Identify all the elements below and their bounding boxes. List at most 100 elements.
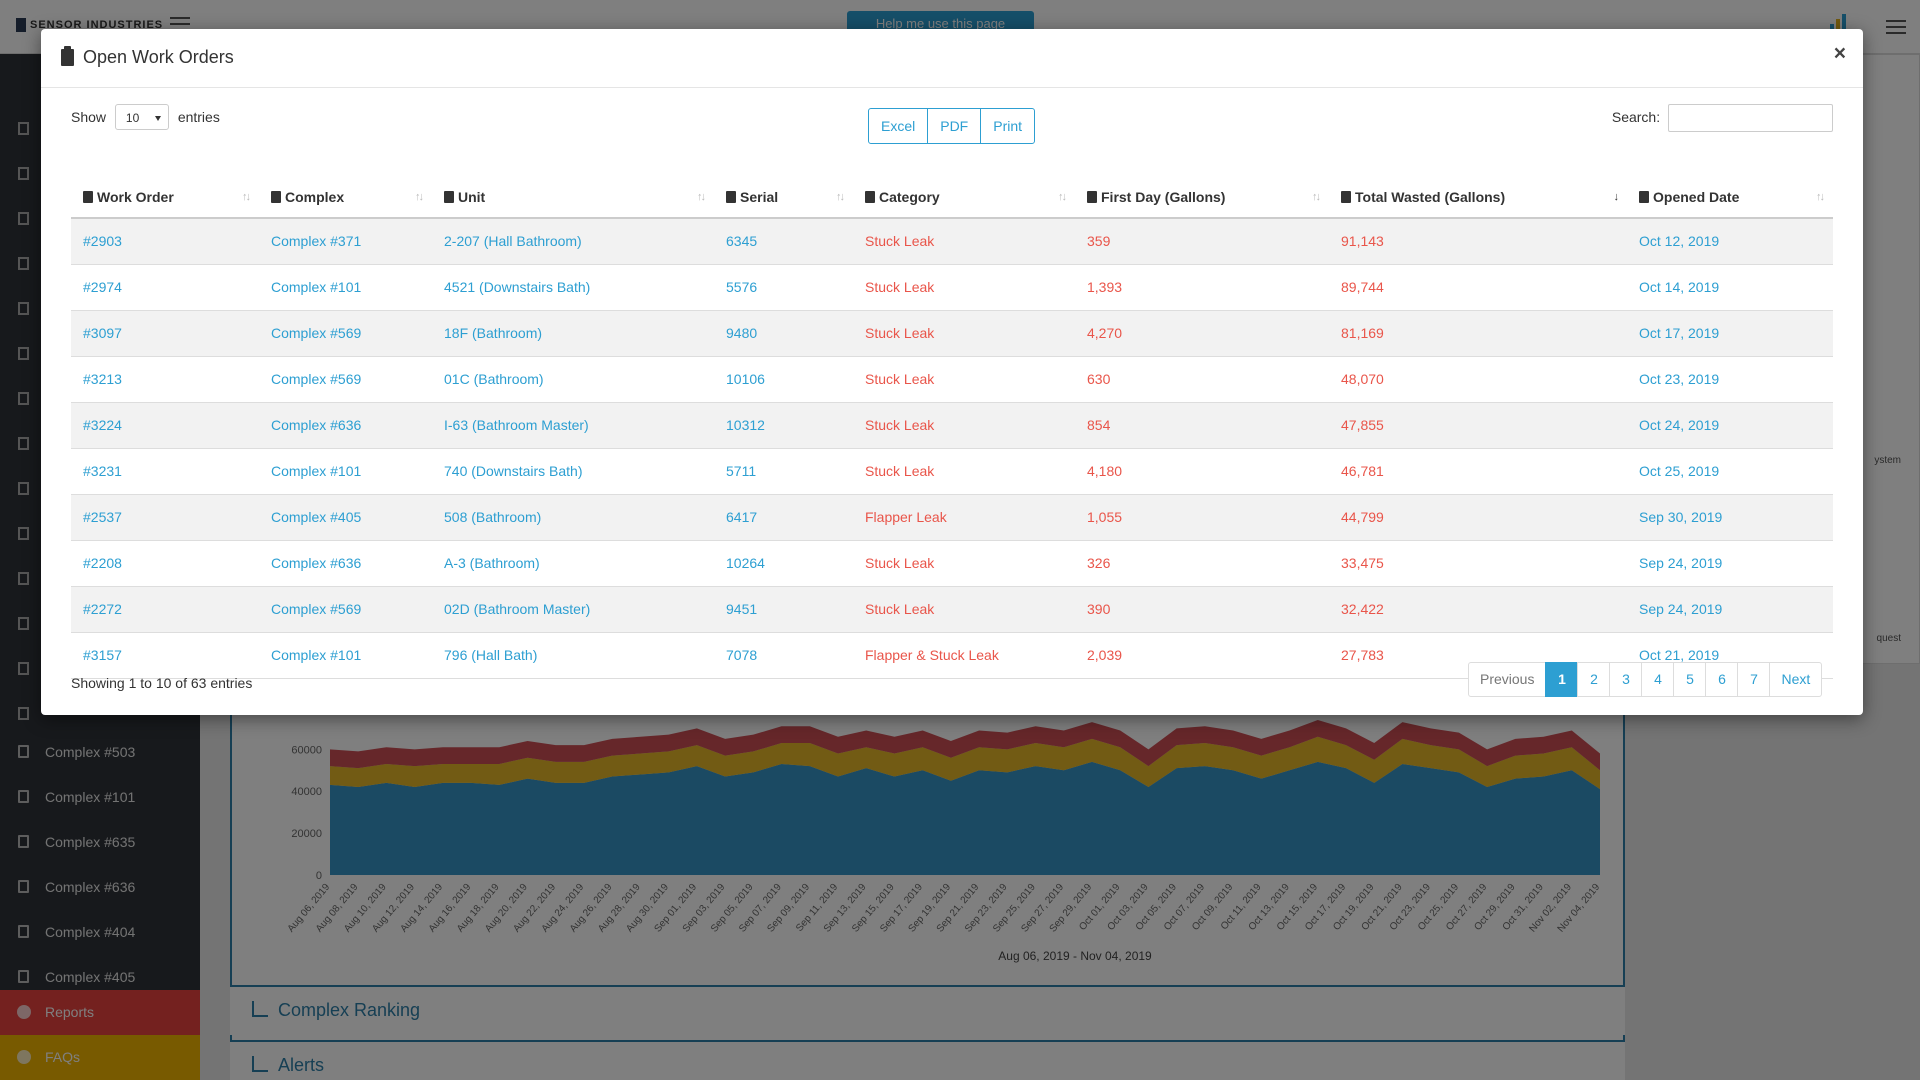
column-header-work-order[interactable]: Work Order ↑↓ — [71, 176, 259, 219]
table-info: Showing 1 to 10 of 63 entries — [71, 675, 253, 691]
column-header-label: Serial — [740, 188, 779, 205]
table-row[interactable]: #3097 Complex #569 18F (Bathroom) 9480 Stuck… — [71, 310, 1833, 357]
sort-icon: ↑↓ — [242, 191, 251, 203]
complex-link[interactable]: Complex #371 — [259, 218, 432, 265]
unit-link[interactable]: 508 (Bathroom) — [432, 494, 714, 541]
table-row[interactable]: #2903 Complex #371 2-207 (Hall Bathroom) 63… — [71, 218, 1833, 265]
work-order-link[interactable]: #3224 — [71, 402, 259, 449]
pdf-button[interactable]: PDF — [927, 108, 982, 144]
sort-icon: ↑↓ — [415, 191, 424, 203]
unit-link[interactable]: 02D (Bathroom Master) — [432, 586, 714, 633]
page-button-6[interactable]: 6 — [1705, 662, 1739, 697]
complex-link[interactable]: Complex #569 — [259, 356, 432, 403]
gear-icon — [726, 190, 736, 203]
serial-link[interactable]: 5711 — [714, 448, 853, 495]
serial-link[interactable]: 9451 — [714, 586, 853, 633]
complex-link[interactable]: Complex #569 — [259, 586, 432, 633]
opened-date-link[interactable]: Sep 24, 2019 — [1627, 540, 1833, 587]
column-header-first-day-gallons[interactable]: First Day (Gallons) ↑↓ — [1075, 176, 1329, 219]
opened-date-link[interactable]: Oct 17, 2019 — [1627, 310, 1833, 357]
table-row[interactable]: #2974 Complex #101 4521 (Downstairs Bath) 5… — [71, 264, 1833, 311]
opened-date-link[interactable]: Oct 25, 2019 — [1627, 448, 1833, 495]
serial-link[interactable]: 10106 — [714, 356, 853, 403]
serial-link[interactable]: 10312 — [714, 402, 853, 449]
table-row[interactable]: #3213 Complex #569 01C (Bathroom) 10106 Stuc… — [71, 356, 1833, 403]
complex-link[interactable]: Complex #101 — [259, 632, 432, 679]
opened-date-link[interactable]: Oct 12, 2019 — [1627, 218, 1833, 265]
page-button-4[interactable]: 4 — [1641, 662, 1675, 697]
column-header-category[interactable]: Category ↑↓ — [853, 176, 1075, 219]
category-cell: Stuck Leak — [853, 264, 1075, 311]
page-button-2[interactable]: 2 — [1577, 662, 1611, 697]
unit-link[interactable]: 2-207 (Hall Bathroom) — [432, 218, 714, 265]
total-wasted-cell: 44,799 — [1329, 494, 1627, 541]
serial-link[interactable]: 10264 — [714, 540, 853, 587]
complex-link[interactable]: Complex #101 — [259, 448, 432, 495]
work-order-link[interactable]: #2903 — [71, 218, 259, 265]
table-row[interactable]: #2537 Complex #405 508 (Bathroom) 6417 Flapp… — [71, 494, 1833, 541]
fill-drip-icon — [1341, 190, 1351, 203]
unit-link[interactable]: 01C (Bathroom) — [432, 356, 714, 403]
column-header-opened-date[interactable]: Opened Date ↑↓ — [1627, 176, 1833, 219]
print-button[interactable]: Print — [980, 108, 1036, 144]
work-orders-table: Work Order ↑↓ Complex ↑↓ Unit ↑↓ Serial ↑↓ Categ… — [71, 176, 1833, 679]
work-order-link[interactable]: #3157 — [71, 632, 259, 679]
work-order-link[interactable]: #3097 — [71, 310, 259, 357]
work-order-link[interactable]: #2974 — [71, 264, 259, 311]
work-order-link[interactable]: #2208 — [71, 540, 259, 587]
opened-date-link[interactable]: Sep 30, 2019 — [1627, 494, 1833, 541]
chevron-down-icon — [154, 116, 161, 121]
toilet-icon — [444, 190, 454, 203]
close-icon[interactable]: × — [1833, 42, 1846, 65]
serial-link[interactable]: 9480 — [714, 310, 853, 357]
pagination: Previous 1 2 3 4 5 6 7 Next — [1468, 662, 1823, 697]
category-cell: Stuck Leak — [853, 402, 1075, 449]
category-cell: Stuck Leak — [853, 310, 1075, 357]
complex-link[interactable]: Complex #636 — [259, 540, 432, 587]
column-header-complex[interactable]: Complex ↑↓ — [259, 176, 432, 219]
table-row[interactable]: #3224 Complex #636 I-63 (Bathroom Master) 1… — [71, 402, 1833, 449]
serial-link[interactable]: 6345 — [714, 218, 853, 265]
total-wasted-cell: 48,070 — [1329, 356, 1627, 403]
table-row[interactable]: #3231 Complex #101 740 (Downstairs Bath) 57… — [71, 448, 1833, 495]
building-icon — [271, 190, 281, 203]
excel-button[interactable]: Excel — [868, 108, 929, 144]
opened-date-link[interactable]: Oct 23, 2019 — [1627, 356, 1833, 403]
table-row[interactable]: #2272 Complex #569 02D (Bathroom Master) 94… — [71, 586, 1833, 633]
previous-page-button[interactable]: Previous — [1468, 662, 1547, 697]
complex-link[interactable]: Complex #569 — [259, 310, 432, 357]
column-header-total-wasted-gallons[interactable]: Total Wasted (Gallons) ↓ — [1329, 176, 1627, 219]
unit-link[interactable]: 4521 (Downstairs Bath) — [432, 264, 714, 311]
page-button-5[interactable]: 5 — [1673, 662, 1707, 697]
unit-link[interactable]: 796 (Hall Bath) — [432, 632, 714, 679]
work-order-link[interactable]: #2537 — [71, 494, 259, 541]
serial-link[interactable]: 5576 — [714, 264, 853, 311]
search-input[interactable] — [1668, 104, 1833, 133]
opened-date-link[interactable]: Sep 24, 2019 — [1627, 586, 1833, 633]
entries-select[interactable]: 10 — [114, 104, 169, 130]
first-day-cell: 4,270 — [1075, 310, 1329, 357]
page-button-3[interactable]: 3 — [1609, 662, 1643, 697]
unit-link[interactable]: 740 (Downstairs Bath) — [432, 448, 714, 495]
unit-link[interactable]: 18F (Bathroom) — [432, 310, 714, 357]
complex-link[interactable]: Complex #405 — [259, 494, 432, 541]
complex-link[interactable]: Complex #636 — [259, 402, 432, 449]
work-order-link[interactable]: #3213 — [71, 356, 259, 403]
page-button-1[interactable]: 1 — [1545, 662, 1579, 697]
work-order-link[interactable]: #3231 — [71, 448, 259, 495]
next-page-button[interactable]: Next — [1769, 662, 1823, 697]
serial-link[interactable]: 7078 — [714, 632, 853, 679]
column-header-serial[interactable]: Serial ↑↓ — [714, 176, 853, 219]
work-order-link[interactable]: #2272 — [71, 586, 259, 633]
table-row[interactable]: #2208 Complex #636 A-3 (Bathroom) 10264 Stuc… — [71, 540, 1833, 587]
opened-date-link[interactable]: Oct 24, 2019 — [1627, 402, 1833, 449]
category-cell: Stuck Leak — [853, 540, 1075, 587]
page-button-7[interactable]: 7 — [1737, 662, 1771, 697]
unit-link[interactable]: A-3 (Bathroom) — [432, 540, 714, 587]
serial-link[interactable]: 6417 — [714, 494, 853, 541]
column-header-unit[interactable]: Unit ↑↓ — [432, 176, 714, 219]
table-body: #2903 Complex #371 2-207 (Hall Bathroom) 63… — [71, 218, 1833, 679]
unit-link[interactable]: I-63 (Bathroom Master) — [432, 402, 714, 449]
complex-link[interactable]: Complex #101 — [259, 264, 432, 311]
opened-date-link[interactable]: Oct 14, 2019 — [1627, 264, 1833, 311]
